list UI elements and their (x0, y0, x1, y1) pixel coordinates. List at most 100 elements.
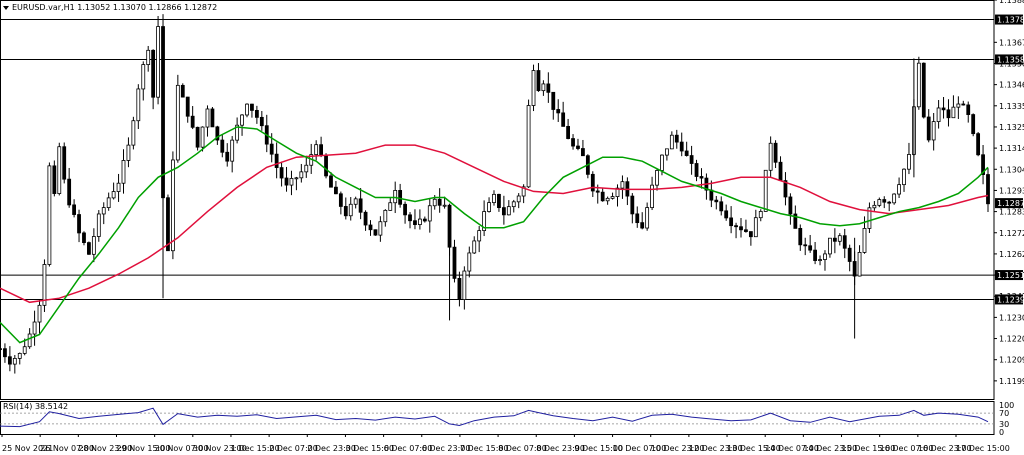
candle-body (353, 198, 358, 205)
rsi-tick-label: 100 (999, 401, 1014, 410)
rsi-tick-label: 30 (999, 420, 1009, 429)
candle-body (531, 70, 536, 106)
candle-body (976, 133, 981, 156)
candle-body (808, 245, 813, 251)
y-tick-label: 1.13880 (999, 0, 1024, 5)
candle-body (640, 222, 645, 229)
candle-body (240, 114, 244, 126)
candle-body (338, 193, 343, 207)
candle-body (857, 252, 862, 277)
candle-body (0, 348, 2, 351)
x-tick-label: 1 Dec 15:00 (231, 444, 280, 453)
candle-body (847, 247, 852, 262)
candle-body (432, 198, 437, 207)
x-tick-label: 2 Dec 07:00 (269, 444, 318, 453)
candle-body (57, 146, 62, 194)
rsi-line (0, 407, 989, 428)
candle-body (699, 176, 704, 179)
candle-body (931, 121, 936, 141)
candle-body (610, 196, 615, 199)
candle-body (47, 165, 52, 265)
candle-body (798, 227, 803, 246)
candle-body (477, 230, 482, 242)
candle-body (595, 190, 600, 193)
candle-body (131, 120, 136, 146)
x-tick-label: 12 Dec 23:00 (689, 444, 743, 453)
candle-body (714, 199, 719, 203)
candle-body (12, 358, 17, 365)
candle-body (497, 193, 501, 209)
candle-body (413, 220, 417, 225)
candle-body (813, 249, 817, 261)
candle-body (289, 178, 294, 186)
candle-body (482, 211, 487, 232)
candle-body (650, 184, 654, 208)
candle-body (803, 244, 808, 247)
x-tick-label: 29 Nov 15:00 (116, 444, 170, 453)
candle-body (566, 125, 570, 139)
candle-body (492, 193, 496, 204)
candle-body (254, 109, 259, 118)
candle-body (655, 170, 659, 186)
rsi-tick-label: 70 (999, 409, 1009, 418)
x-tick-label: 26 Nov 07:00 (40, 444, 94, 453)
candle-body (17, 352, 22, 359)
price-level-label: 1.12394 (997, 295, 1024, 304)
candle-body (526, 105, 531, 188)
y-tick-label: 1.12620 (999, 250, 1024, 259)
main-pane-border (0, 0, 995, 400)
candle-body (269, 143, 274, 155)
candle-body (734, 225, 738, 228)
candle-body (403, 203, 407, 216)
candle-body (87, 242, 91, 255)
candle-body (408, 214, 412, 222)
candle-body (383, 209, 388, 223)
candle-body (748, 231, 753, 238)
candle-body (393, 190, 398, 204)
candle-body (121, 160, 126, 184)
candle-body (758, 211, 763, 219)
candle-body (126, 144, 131, 161)
y-tick-label: 1.12200 (999, 335, 1024, 344)
price-level-box (995, 14, 1023, 25)
candle-body (551, 91, 556, 110)
candle-body (462, 270, 467, 300)
fast-moving-average-line (0, 126, 989, 344)
candle-body (882, 199, 887, 203)
candle-body (778, 161, 783, 182)
x-tick-label: 16 Dec 23:00 (918, 444, 972, 453)
candle-body (304, 164, 309, 173)
candle-body (151, 49, 156, 98)
x-tick-label: 14 Dec 07:00 (765, 444, 819, 453)
candle-body (37, 304, 42, 323)
y-tick-label: 1.13460 (999, 81, 1024, 90)
candle-body (452, 246, 457, 279)
candle-body (946, 109, 951, 119)
price-level-label: 1.12872 (997, 199, 1024, 208)
candle-body (378, 221, 383, 236)
candle-body (91, 236, 96, 255)
candle-body (427, 205, 432, 222)
candle-body (180, 84, 185, 98)
candle-body (472, 240, 477, 254)
candle-body (753, 217, 758, 238)
candle-body (635, 213, 640, 224)
candle-body (314, 144, 319, 156)
x-tick-label: 8 Dec 07:00 (498, 444, 547, 453)
candle-body (645, 207, 650, 229)
candle-body (363, 211, 368, 226)
candle-body (581, 148, 585, 157)
candle-body (175, 84, 180, 161)
slow-moving-average-line (0, 144, 989, 304)
candle-body (763, 169, 768, 212)
symbol-menu-icon[interactable] (3, 6, 9, 10)
candle-body (32, 321, 37, 335)
candle-body (966, 104, 971, 115)
candle-body (828, 237, 832, 255)
candle-body (487, 202, 491, 212)
x-tick-label: 3 Dec 15:00 (345, 444, 394, 453)
candle-body (556, 109, 561, 114)
candle-body (719, 201, 724, 212)
candle-body (679, 141, 684, 152)
